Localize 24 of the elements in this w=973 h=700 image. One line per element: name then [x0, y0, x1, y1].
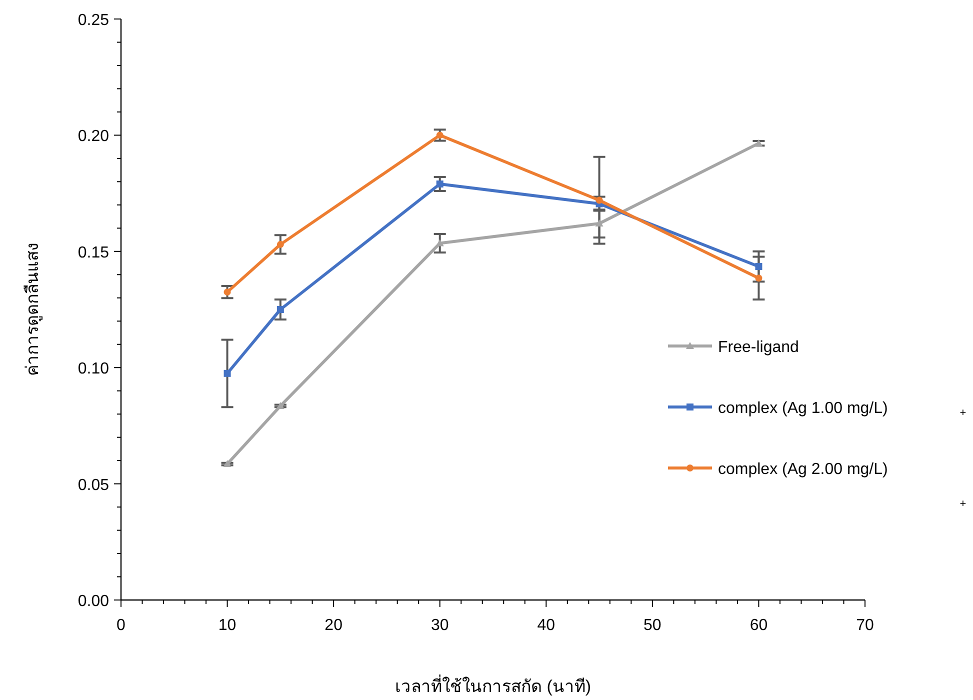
x-tick-label: 0	[116, 617, 126, 634]
point	[595, 220, 604, 227]
x-tick-label: 40	[537, 617, 556, 634]
y-tick-label: 0.05	[78, 476, 110, 494]
y-tick-label: 0.20	[78, 128, 110, 146]
legend-label: complex (Ag 2.00 mg/L)	[718, 461, 888, 478]
x-tick-label: 20	[324, 617, 343, 634]
x-tick-label: 10	[218, 617, 236, 634]
y-tick-label: 0.10	[78, 360, 110, 378]
x-tick-label: 30	[430, 617, 449, 634]
y-axis-title: ค่าการดูดกลืนแสง	[23, 243, 43, 376]
x-tick-label: 70	[856, 617, 874, 634]
y-tick-label: 0.25	[78, 12, 110, 29]
x-tick-label: 50	[644, 617, 662, 634]
text: +	[960, 407, 966, 419]
legend-label: complex (Ag 1.00 mg/L)	[718, 400, 888, 417]
point	[223, 460, 232, 468]
y-tick-label: 0.15	[78, 244, 110, 262]
y-tick-label: 0.00	[78, 593, 110, 610]
text: +	[960, 498, 966, 510]
legend-label: Free-ligand	[718, 339, 799, 356]
x-tick-label: 60	[750, 617, 768, 634]
point	[754, 139, 763, 146]
x-axis-title: เวลาที่ใช้ในการสกัด (นาที)	[394, 674, 592, 696]
